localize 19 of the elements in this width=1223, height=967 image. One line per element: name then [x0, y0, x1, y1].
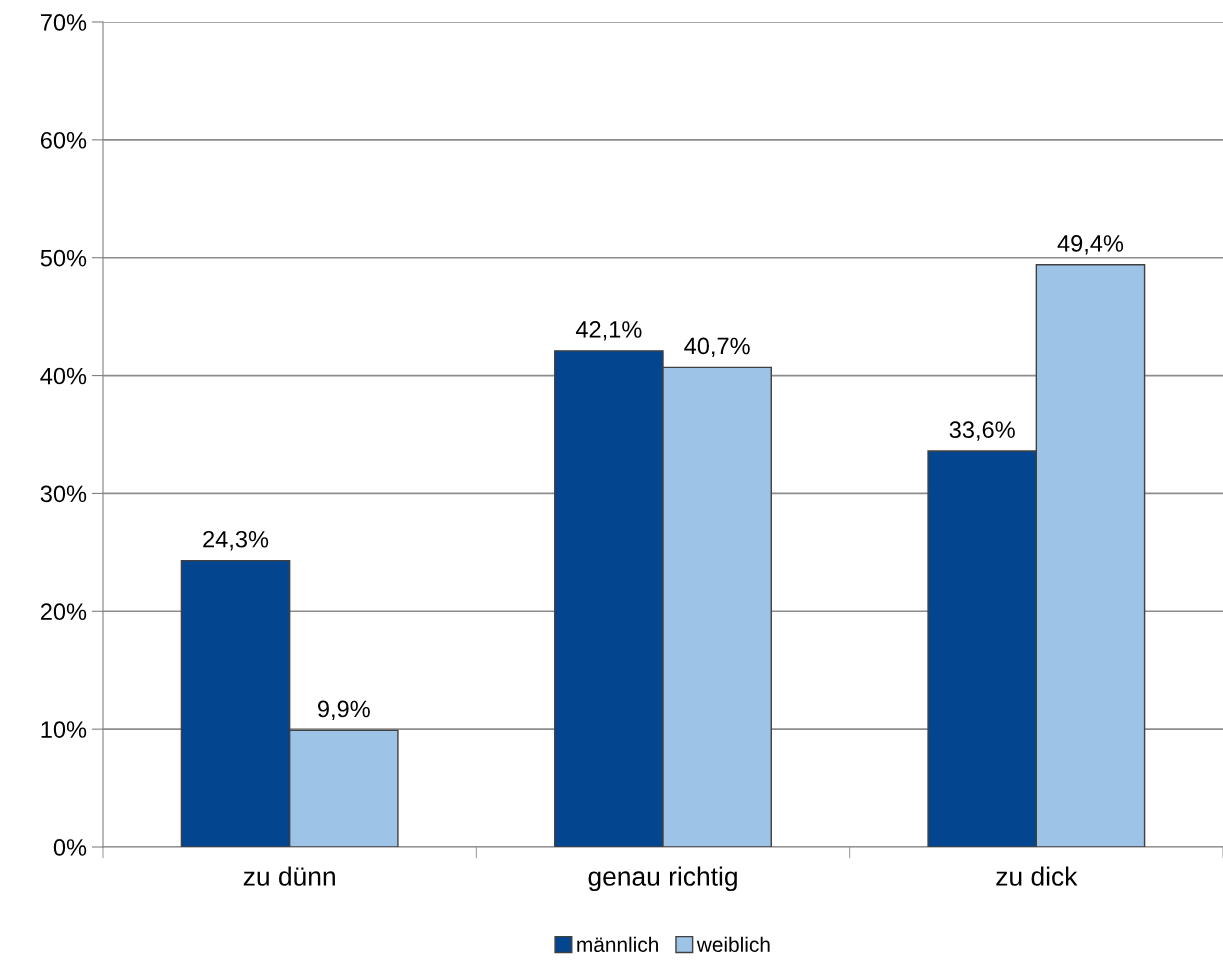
data-label: 24,3%	[203, 530, 269, 551]
y-tick-label: 60%	[40, 131, 87, 149]
data-label: 49,4%	[1057, 235, 1124, 255]
y-tick-label: 0%	[53, 839, 87, 856]
y-tick-label: 70%	[40, 14, 87, 31]
data-label: 40,7%	[684, 337, 750, 358]
data-label: 9,9%	[318, 700, 370, 721]
x-tick-label: zu dünn	[243, 866, 335, 886]
y-tick-label: 30%	[40, 485, 87, 503]
data-label: 42,1%	[575, 321, 642, 341]
legend-label: weiblich	[696, 936, 770, 953]
y-tick-label: 20%	[40, 603, 87, 621]
y-tick-label: 50%	[40, 249, 87, 267]
y-tick-label: 40%	[40, 367, 87, 385]
data-label: 33,6%	[949, 421, 1015, 441]
y-tick-label: 10%	[41, 721, 87, 738]
x-tick-label: zu dick	[996, 866, 1078, 886]
x-tick-label: genau richtig	[588, 866, 737, 892]
legend-label: männlich	[577, 936, 658, 953]
